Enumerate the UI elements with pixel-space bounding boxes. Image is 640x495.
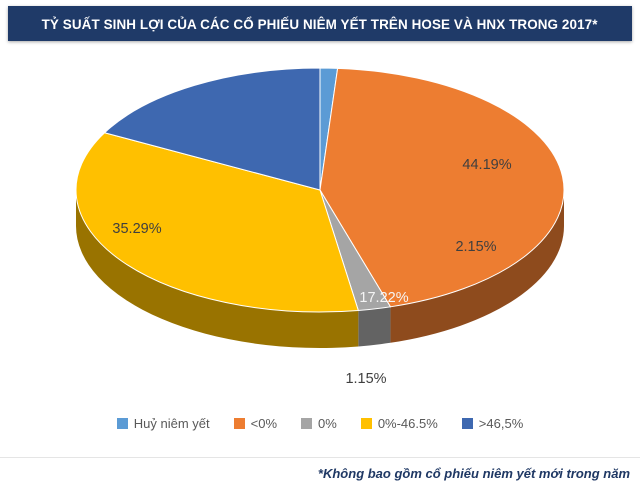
legend-item: Huỷ niêm yết (116, 416, 210, 431)
legend-swatch (116, 418, 128, 429)
legend-swatch (301, 418, 313, 429)
pie-slice-side (76, 190, 359, 348)
chart-title: TỶ SUẤT SINH LỢI CỦA CÁC CỔ PHIẾU NIÊM Y… (42, 15, 598, 32)
divider-line (0, 457, 640, 458)
legend-swatch (233, 418, 245, 429)
legend-label: Huỷ niêm yết (133, 416, 210, 431)
pie-data-label: 44.19% (462, 157, 511, 173)
legend-item: >46,5% (461, 416, 524, 431)
pie-slice-side (358, 306, 391, 347)
legend-label: >46,5% (478, 416, 524, 431)
pie-slice (75, 132, 359, 313)
legend-item: 0% (301, 416, 337, 431)
legend-label: 0%-46.5% (377, 416, 438, 431)
pie-chart: 1.15% 44.19% 2.15% 35.29% 17.22% (75, 67, 565, 387)
legend-label: 0% (318, 416, 337, 431)
pie-data-label: 17.22% (359, 290, 408, 306)
footnote: *Không bao gồm cổ phiếu niêm yết mới tro… (317, 466, 630, 481)
chart-title-bar: TỶ SUẤT SINH LỢI CỦA CÁC CỔ PHIẾU NIÊM Y… (8, 6, 632, 41)
pie-slice (319, 67, 565, 308)
pie-data-label: 35.29% (112, 221, 161, 237)
chart-legend: Huỷ niêm yết <0% 0% 0%-46.5% >46,5% (0, 416, 640, 431)
legend-item: 0%-46.5% (360, 416, 438, 431)
legend-swatch (360, 418, 372, 429)
pie-slice-side (390, 190, 564, 343)
legend-label: <0% (250, 416, 278, 431)
legend-item: <0% (233, 416, 278, 431)
pie-data-label: 2.15% (455, 239, 496, 255)
legend-swatch (461, 418, 473, 429)
pie-data-label: 1.15% (345, 371, 386, 387)
pie-slice (103, 67, 321, 191)
